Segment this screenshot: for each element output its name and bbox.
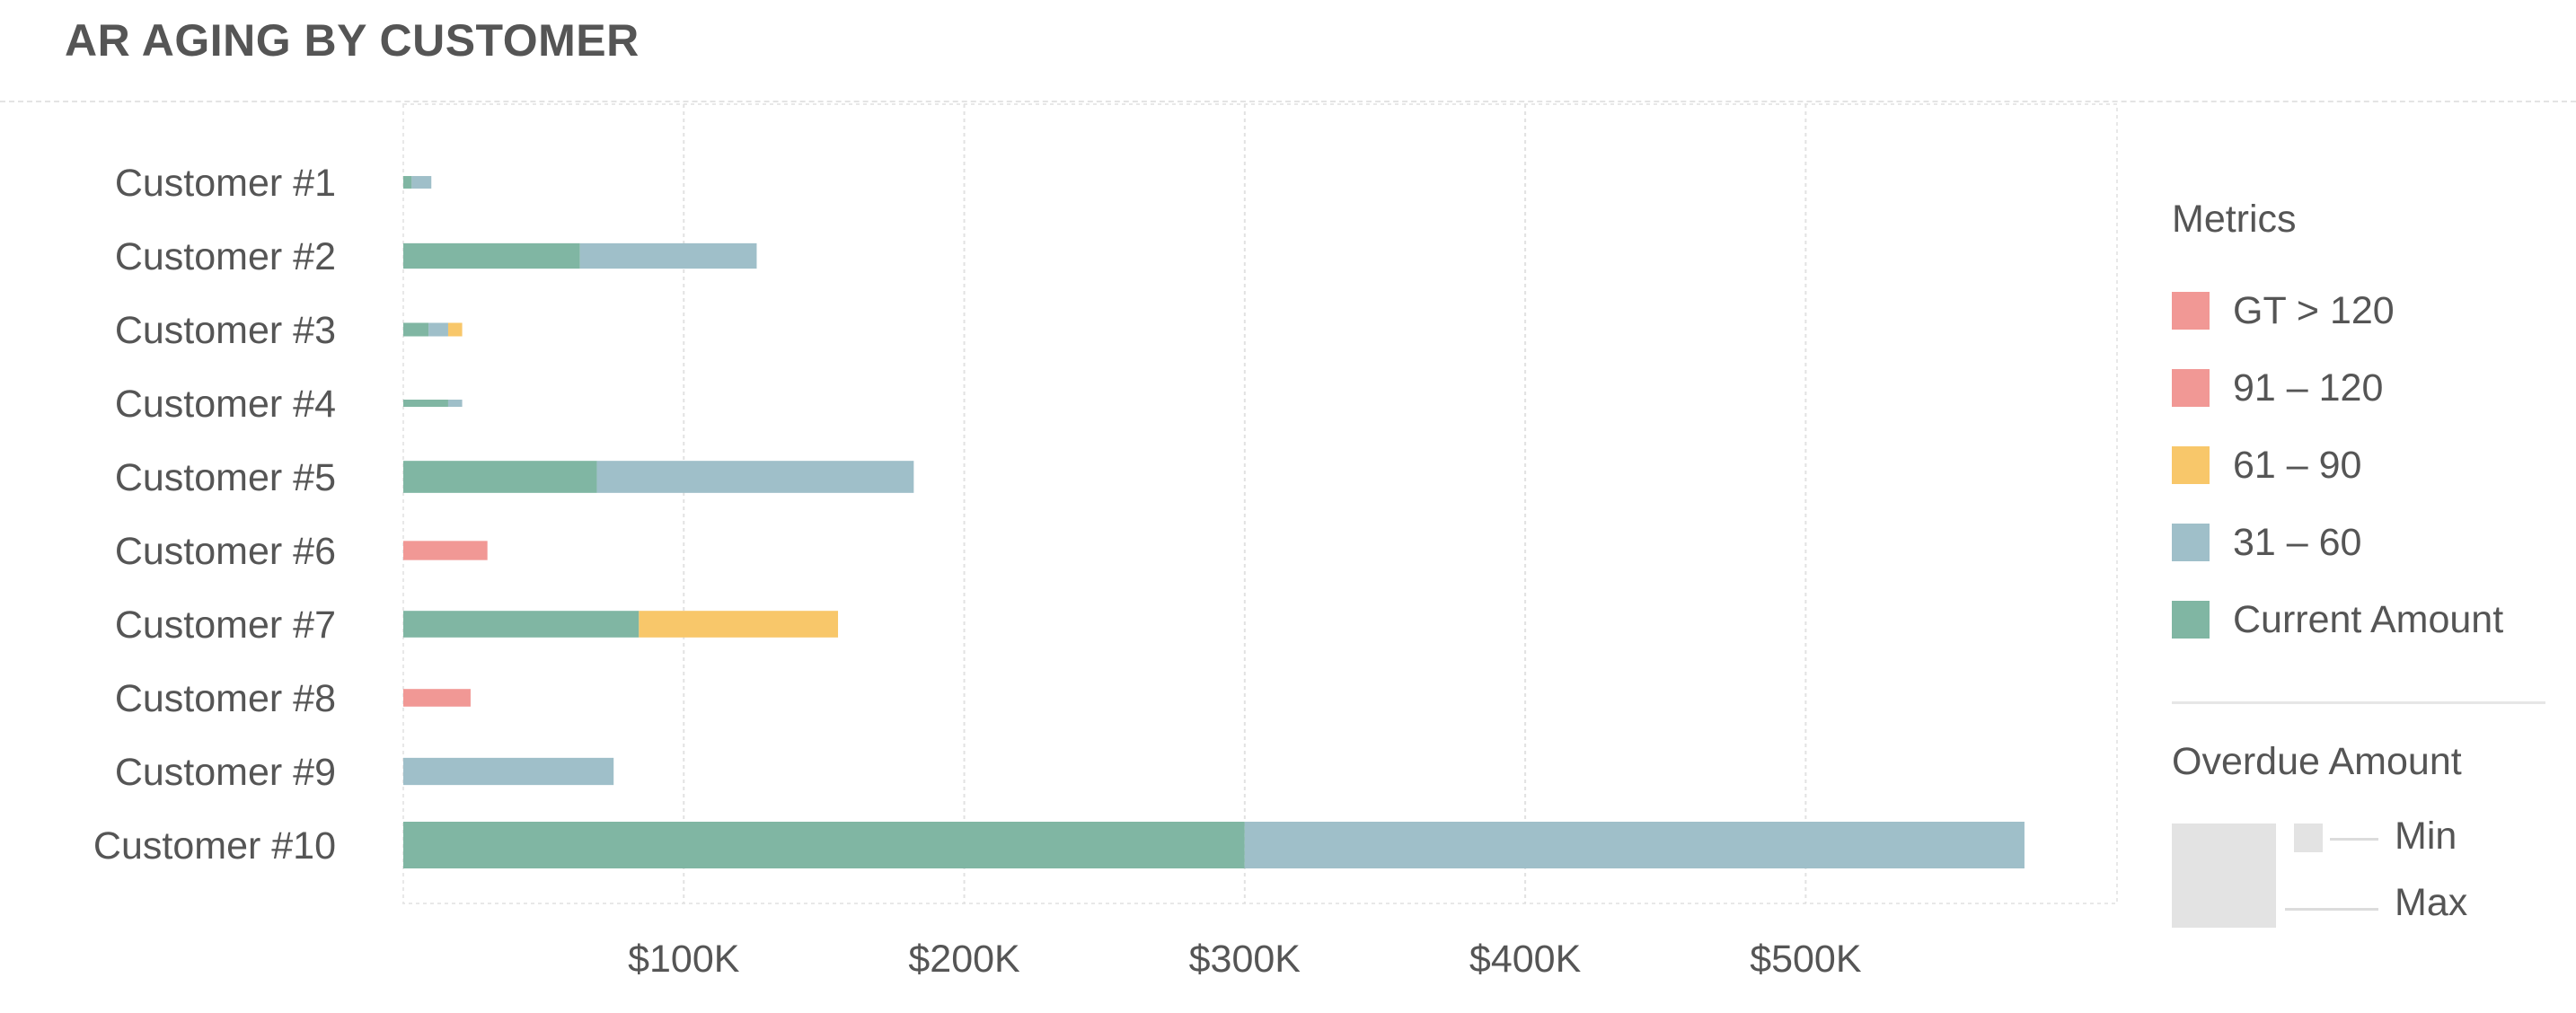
legend-label: Current Amount xyxy=(2233,597,2504,641)
category-label: Customer #6 xyxy=(115,530,336,573)
bar-segment xyxy=(403,541,488,560)
chart-title: AR AGING BY CUSTOMER xyxy=(65,15,640,66)
category-label: Customer #1 xyxy=(115,162,336,205)
bar-segment xyxy=(403,757,614,786)
bar-segment xyxy=(403,611,640,638)
x-tick-label: $200K xyxy=(908,938,1020,981)
legend-label: 31 – 60 xyxy=(2233,520,2362,564)
legend-divider xyxy=(2172,701,2545,704)
category-label: Customer #7 xyxy=(115,603,336,647)
category-label: Customer #5 xyxy=(115,456,336,499)
category-label: Customer #8 xyxy=(115,677,336,720)
bar-segment xyxy=(579,242,757,269)
legend-swatch xyxy=(2172,446,2210,484)
legend-label: GT > 120 xyxy=(2233,288,2395,332)
bar-segment xyxy=(403,242,580,269)
size-min-label: Min xyxy=(2395,815,2457,858)
title-divider xyxy=(0,101,2576,102)
bar-segment xyxy=(403,822,1245,868)
x-tick-label: $400K xyxy=(1469,938,1582,981)
bar-segment xyxy=(447,400,463,407)
legend-title: Metrics xyxy=(2172,198,2297,241)
x-tick-label: $500K xyxy=(1750,938,1862,981)
bar-segment xyxy=(428,322,448,337)
plot-frame xyxy=(402,103,2118,904)
bar-segment xyxy=(447,322,463,337)
legend: Metrics GT > 120 91 – 120 61 – 90 31 – 6… xyxy=(2172,198,2549,933)
legend-swatch xyxy=(2172,601,2210,639)
category-label: Customer #9 xyxy=(115,751,336,794)
x-tick-label: $300K xyxy=(1189,938,1301,981)
bar-segment xyxy=(411,176,432,189)
size-legend-title: Overdue Amount xyxy=(2172,740,2462,783)
legend-item-31-60[interactable]: 31 – 60 xyxy=(2172,504,2549,581)
category-label: Customer #3 xyxy=(115,309,336,352)
legend-swatch xyxy=(2172,524,2210,561)
category-label: Customer #2 xyxy=(115,235,336,278)
bar-segment xyxy=(596,461,914,493)
legend-item-91-120[interactable]: 91 – 120 xyxy=(2172,349,2549,427)
bar-segment xyxy=(1244,822,2025,868)
size-max-label: Max xyxy=(2395,881,2468,924)
bar-segment xyxy=(403,322,429,337)
size-min-leader xyxy=(2330,838,2378,841)
legend-item-61-90[interactable]: 61 – 90 xyxy=(2172,427,2549,504)
bar-segment xyxy=(403,400,448,407)
category-label: Customer #10 xyxy=(93,824,336,868)
legend-label: 61 – 90 xyxy=(2233,443,2362,487)
size-max-leader xyxy=(2285,908,2378,911)
category-label: Customer #4 xyxy=(115,383,336,426)
size-max-swatch xyxy=(2172,824,2276,928)
legend-label: 91 – 120 xyxy=(2233,366,2384,410)
bar-segment xyxy=(403,689,471,707)
bar-segment xyxy=(639,611,839,638)
size-legend: Min Max xyxy=(2172,807,2549,933)
legend-item-current-amount[interactable]: Current Amount xyxy=(2172,581,2549,658)
bar-segment xyxy=(403,461,597,493)
legend-swatch xyxy=(2172,369,2210,407)
bar-segment xyxy=(403,176,412,189)
size-min-swatch xyxy=(2294,824,2323,852)
legend-swatch xyxy=(2172,292,2210,330)
legend-item-gt-120[interactable]: GT > 120 xyxy=(2172,272,2549,349)
x-tick-label: $100K xyxy=(628,938,740,981)
